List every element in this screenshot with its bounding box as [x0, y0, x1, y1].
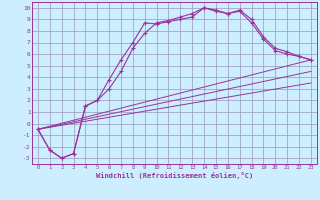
- X-axis label: Windchill (Refroidissement éolien,°C): Windchill (Refroidissement éolien,°C): [96, 172, 253, 179]
